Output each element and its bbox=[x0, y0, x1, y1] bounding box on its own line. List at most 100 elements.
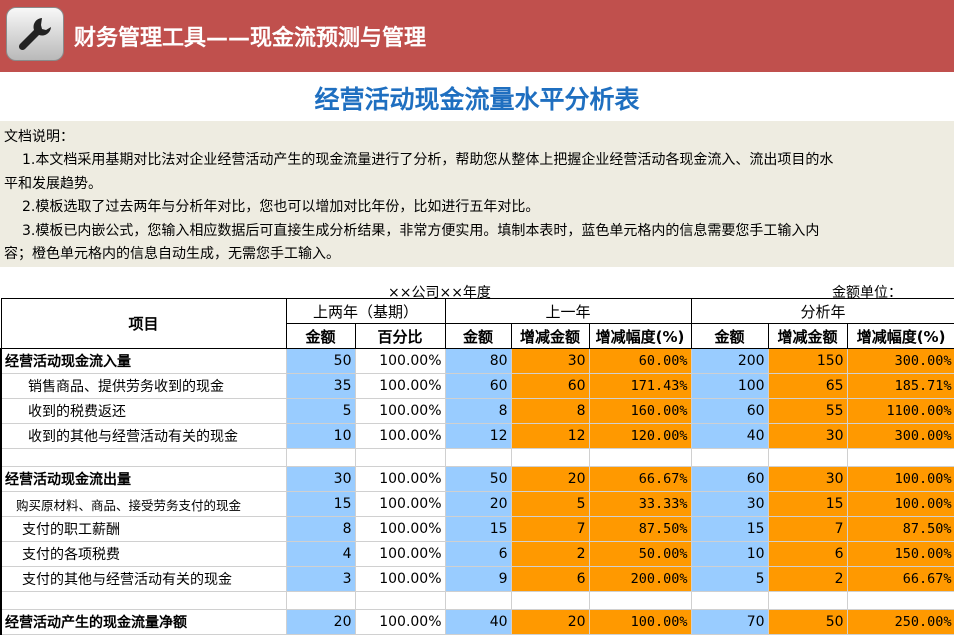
cell-last-change-rate: 160.00% bbox=[588, 398, 692, 424]
cell-current-change-rate: 300.00% bbox=[846, 423, 954, 449]
cell-current-change-amount: 7 bbox=[767, 516, 848, 542]
spacer-row bbox=[0, 591, 954, 610]
cell-current-amount[interactable]: 70 bbox=[690, 609, 769, 635]
cell-last-amount[interactable]: 6 bbox=[444, 541, 512, 567]
table-row: 支付的各项税费 4 100.00% 6 2 50.00% 10 6 150.00% bbox=[0, 541, 954, 567]
cell-current-amount[interactable]: 40 bbox=[690, 423, 769, 449]
cell-current-change-rate: 300.00% bbox=[846, 348, 954, 374]
cell-current-change-rate: 185.71% bbox=[846, 373, 954, 399]
cashflow-table: 项目 上两年（基期） 上一年 分析年 金额 百分比 金额 增减金额 增减幅度(%… bbox=[0, 298, 954, 635]
cell-current-change-rate: 250.00% bbox=[846, 609, 954, 635]
row-label: 收到的税费返还 bbox=[0, 398, 287, 424]
header-last-change-rate: 增减幅度(%) bbox=[588, 323, 692, 349]
spacer-cell bbox=[588, 591, 692, 610]
cell-current-change-rate: 150.00% bbox=[846, 541, 954, 567]
cell-base-amount[interactable]: 35 bbox=[285, 373, 356, 399]
table-body: 经营活动现金流入量 50 100.00% 80 30 60.00% 200 150 300.00… bbox=[0, 348, 954, 635]
row-label: 销售商品、提供劳务收到的现金 bbox=[0, 373, 287, 399]
cell-last-amount[interactable]: 9 bbox=[444, 566, 512, 592]
cell-base-amount[interactable]: 50 bbox=[285, 348, 356, 374]
spacer-cell bbox=[690, 448, 769, 467]
cell-current-amount[interactable]: 30 bbox=[690, 491, 769, 517]
header-item: 项目 bbox=[0, 298, 287, 349]
cell-base-amount[interactable]: 10 bbox=[285, 423, 356, 449]
cell-base-percent: 100.00% bbox=[354, 466, 446, 492]
cell-last-change-amount: 7 bbox=[510, 516, 590, 542]
cell-last-change-amount: 12 bbox=[510, 423, 590, 449]
app-banner: 财务管理工具——现金流预测与管理 bbox=[0, 0, 954, 72]
cell-base-amount[interactable]: 5 bbox=[285, 398, 356, 424]
cell-current-change-amount: 30 bbox=[767, 466, 848, 492]
cell-current-change-rate: 100.00% bbox=[846, 466, 954, 492]
header-last-amount: 金额 bbox=[444, 323, 512, 349]
spacer-cell bbox=[846, 448, 954, 467]
header-group-last: 上一年 bbox=[444, 298, 692, 324]
cell-last-amount[interactable]: 12 bbox=[444, 423, 512, 449]
cell-base-percent: 100.00% bbox=[354, 398, 446, 424]
header-current-amount: 金额 bbox=[690, 323, 769, 349]
cell-last-change-rate: 200.00% bbox=[588, 566, 692, 592]
cell-base-percent: 100.00% bbox=[354, 541, 446, 567]
table-row: 收到的税费返还 5 100.00% 8 8 160.00% 60 55 1100.00% bbox=[0, 398, 954, 424]
cell-base-amount[interactable]: 8 bbox=[285, 516, 356, 542]
cell-last-amount[interactable]: 50 bbox=[444, 466, 512, 492]
cell-base-amount[interactable]: 20 bbox=[285, 609, 356, 635]
cell-base-amount[interactable]: 30 bbox=[285, 466, 356, 492]
cell-last-change-amount: 20 bbox=[510, 466, 590, 492]
row-label: 经营活动产生的现金流量净额 bbox=[0, 609, 287, 635]
spacer-cell bbox=[285, 591, 356, 610]
spacer-cell bbox=[444, 448, 512, 467]
cell-last-amount[interactable]: 80 bbox=[444, 348, 512, 374]
spacer-cell bbox=[588, 448, 692, 467]
row-label: 支付的职工薪酬 bbox=[0, 516, 287, 542]
cell-current-change-amount: 6 bbox=[767, 541, 848, 567]
cell-base-percent: 100.00% bbox=[354, 516, 446, 542]
cell-last-change-amount: 30 bbox=[510, 348, 590, 374]
cell-base-amount[interactable]: 4 bbox=[285, 541, 356, 567]
cell-current-change-amount: 30 bbox=[767, 423, 848, 449]
cell-base-percent: 100.00% bbox=[354, 609, 446, 635]
spacer-row bbox=[0, 448, 954, 467]
cell-last-change-rate: 100.00% bbox=[588, 609, 692, 635]
header-base-amount: 金额 bbox=[285, 323, 356, 349]
cell-current-change-amount: 150 bbox=[767, 348, 848, 374]
header-last-change-amount: 增减金额 bbox=[510, 323, 590, 349]
cell-current-amount[interactable]: 10 bbox=[690, 541, 769, 567]
table-row: 经营活动现金流出量 30 100.00% 50 20 66.67% 60 30 100.00% bbox=[0, 466, 954, 492]
cell-current-change-amount: 15 bbox=[767, 491, 848, 517]
spacer-cell bbox=[510, 448, 590, 467]
page-title: 经营活动现金流量水平分析表 bbox=[314, 85, 640, 114]
cell-last-change-amount: 5 bbox=[510, 491, 590, 517]
notes-p3-line1: 3.模板已内嵌公式，您输入相应数据后可直接生成分析结果，非常方便实用。填制本表时… bbox=[22, 223, 820, 239]
cell-current-change-amount: 2 bbox=[767, 566, 848, 592]
spacer-cell bbox=[510, 591, 590, 610]
row-label: 支付的其他与经营活动有关的现金 bbox=[0, 566, 287, 592]
cell-last-amount[interactable]: 15 bbox=[444, 516, 512, 542]
cell-current-change-amount: 65 bbox=[767, 373, 848, 399]
cell-current-amount[interactable]: 5 bbox=[690, 566, 769, 592]
notes-p3-line2: 容；橙色单元格内的信息自动生成，无需您手工输入。 bbox=[4, 246, 340, 262]
header-group-current: 分析年 bbox=[690, 298, 954, 324]
company-year: ××公司××年度 bbox=[388, 285, 491, 301]
cell-base-amount[interactable]: 3 bbox=[285, 566, 356, 592]
cell-last-amount[interactable]: 60 bbox=[444, 373, 512, 399]
cell-current-amount[interactable]: 60 bbox=[690, 466, 769, 492]
cell-last-amount[interactable]: 20 bbox=[444, 491, 512, 517]
row-label: 经营活动现金流入量 bbox=[0, 348, 287, 374]
cell-last-change-amount: 20 bbox=[510, 609, 590, 635]
cell-current-amount[interactable]: 100 bbox=[690, 373, 769, 399]
cell-current-amount[interactable]: 15 bbox=[690, 516, 769, 542]
spacer-cell bbox=[0, 591, 287, 610]
wrench-icon bbox=[6, 7, 64, 61]
table-row: 支付的职工薪酬 8 100.00% 15 7 87.50% 15 7 87.50% bbox=[0, 516, 954, 542]
cell-last-amount[interactable]: 40 bbox=[444, 609, 512, 635]
cell-base-percent: 100.00% bbox=[354, 348, 446, 374]
cell-last-amount[interactable]: 8 bbox=[444, 398, 512, 424]
cell-current-amount[interactable]: 200 bbox=[690, 348, 769, 374]
cell-base-amount[interactable]: 15 bbox=[285, 491, 356, 517]
cell-last-change-rate: 33.33% bbox=[588, 491, 692, 517]
cell-base-percent: 100.00% bbox=[354, 423, 446, 449]
table-row: 销售商品、提供劳务收到的现金 35 100.00% 60 60 171.43% 100 65 1… bbox=[0, 373, 954, 399]
cell-current-change-rate: 1100.00% bbox=[846, 398, 954, 424]
cell-current-amount[interactable]: 60 bbox=[690, 398, 769, 424]
